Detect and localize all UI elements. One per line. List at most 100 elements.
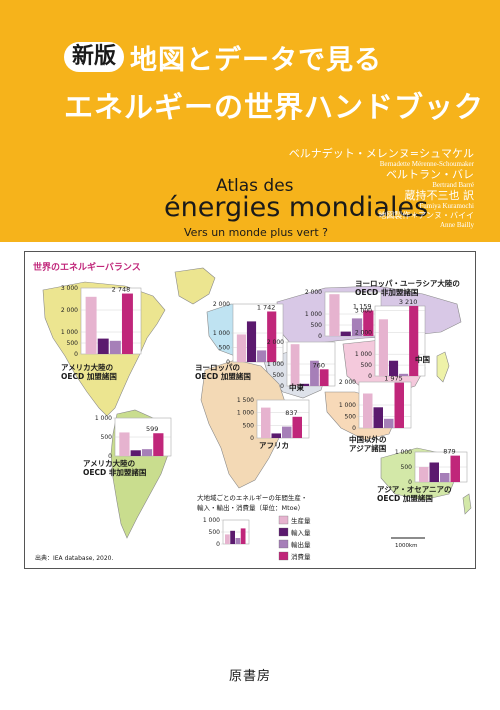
region-name-3: OECD 加盟諸国 (195, 371, 251, 381)
region-chart-6-tick-label: 1 000 (237, 410, 254, 417)
region-chart-7-tick-label: 3 000 (355, 308, 372, 315)
region-chart-9-tick-label: 0 (408, 479, 412, 486)
region-chart-1-tick-label: 0 (74, 351, 78, 358)
region-chart-4-data-label: 1 159 (353, 303, 372, 311)
author-2-romanized: Bertrand Barré (432, 181, 474, 189)
legend-example-chart-tick-label: 500 (209, 529, 221, 536)
map-title: 世界のエネルギーバランス (33, 261, 141, 273)
legend-caption-line1: 大地域ごとのエネルギーの年間生産・ (197, 493, 307, 502)
region-chart-2-tick-label: 500 (101, 434, 113, 441)
region-name-2: OECD 非加盟諸国 (83, 467, 147, 477)
legend-swatch-3 (278, 539, 289, 549)
legend-example-chart-bar-2 (230, 530, 235, 544)
region-chart-3-tick-label: 500 (219, 345, 231, 352)
legend-example-chart-bar-1 (225, 534, 230, 544)
legend-example-chart-tick-label: 0 (216, 541, 220, 548)
region-chart-8-bar-3 (384, 418, 394, 428)
region-chart-7-tick-label: 500 (361, 362, 373, 369)
region-chart-1-bar-4 (121, 293, 133, 354)
region-chart-8-data-label: 1 975 (384, 375, 403, 383)
map-source: 出典：IEA database, 2020. (35, 554, 113, 562)
region-chart-9-bar-1 (419, 467, 429, 482)
region-chart-9-bar-4 (450, 455, 460, 482)
region-chart-4-bar-3 (351, 318, 363, 336)
region-chart-1-data-label: 2 748 (112, 286, 131, 294)
legend-example-chart-bar-4 (240, 528, 246, 544)
greenland-shape (174, 267, 216, 305)
region-chart-4-bar-1 (329, 294, 340, 336)
region-chart-3-tick-label: 2 000 (213, 301, 230, 308)
legend-example-chart-tick-label: 1 000 (203, 517, 220, 524)
legend-caption-line2: 輸入・輸出・消費量（単位：Mtoe） (197, 503, 304, 512)
french-title-line2: énergies mondiales (164, 192, 429, 223)
region-chart-3-data-label: 1 742 (257, 303, 276, 311)
region-chart-5: 2 000 1 000 500 0 760 (267, 339, 336, 390)
region-chart-2: 1 000 500 0 599 (95, 415, 172, 460)
region-chart-6-data-label: 837 (285, 409, 297, 417)
region-chart-8-tick-label: 2 000 (339, 379, 356, 386)
world-energy-map: 3 000 2 000 1 000 500 0 2 748 1 000 500 0 599 2 00… (24, 251, 476, 569)
legend-label-3: 輸出量 (291, 540, 311, 549)
region-name-1: OECD 加盟諸国 (61, 371, 117, 381)
legend-example-chart-bar-3 (235, 538, 241, 544)
region-name-8: アジア諸国 (349, 443, 387, 453)
region-chart-4-bar-2 (340, 331, 351, 336)
region-chart-8: 2 000 1 000 500 0 1 975 (339, 375, 412, 432)
region-chart-4-tick-label: 0 (318, 333, 322, 340)
legend-label-4: 消費量 (291, 552, 311, 561)
region-name-4: OECD 非加盟諸国 (355, 287, 419, 297)
region-chart-4: 2 000 1 000 500 0 1 159 (305, 289, 382, 340)
region-chart-4-tick-label: 1 000 (305, 311, 322, 318)
region-name-9: OECD 加盟諸国 (377, 493, 433, 503)
region-name-9: アジア・オセアニアの (377, 485, 452, 494)
region-chart-3-bar-1 (236, 334, 246, 362)
legend-swatch-1 (278, 515, 289, 525)
region-chart-7-data-label: 3 210 (399, 298, 418, 306)
region-chart-7-tick-label: 1 000 (355, 351, 372, 358)
region-chart-3-bar-4 (267, 311, 277, 362)
region-chart-2-bar-2 (130, 450, 141, 456)
author-1-name: ベルナデット・メレンヌ=シュマケル (288, 147, 474, 160)
region-chart-6-bar-4 (292, 416, 302, 438)
region-chart-3-bar-2 (246, 321, 257, 362)
region-chart-4-tick-label: 2 000 (305, 289, 322, 296)
region-chart-5-bar-1 (290, 344, 300, 386)
region-chart-1-tick-label: 1 000 (61, 329, 78, 336)
region-name-1: アメリカ大陸の (61, 362, 113, 372)
author-2-name: ベルトラン・バレ (386, 168, 474, 181)
region-chart-3: 2 000 1 000 500 0 1 742 (213, 301, 284, 366)
region-chart-9: 1 000 500 0 879 (395, 448, 468, 486)
main-title-line1: 新版 地図とデータで見る (64, 39, 383, 76)
map-svg: 3 000 2 000 1 000 500 0 2 748 1 000 500 0 599 2 00… (25, 252, 475, 568)
translator-romanized: Fumiya Kuramochi (419, 202, 474, 210)
region-chart-7-bar-4 (409, 306, 419, 376)
japan-shape (436, 351, 450, 383)
region-chart-7: 3 000 2 000 1 000 500 0 3 210 (355, 298, 426, 380)
region-chart-5-bar-3 (310, 360, 319, 386)
region-chart-8-bar-4 (394, 382, 404, 428)
region-name-4: ヨーロッパ・ユーラシア大陸の (355, 278, 460, 288)
region-chart-6-tick-label: 500 (243, 422, 255, 429)
region-chart-7-bar-1 (378, 319, 388, 376)
author-1-romanized: Bernadette Mérenne-Schoumaker (379, 160, 474, 168)
main-title-text1: 地図とデータで見る (130, 44, 383, 76)
region-chart-8-tick-label: 1 000 (339, 402, 356, 409)
region-chart-5-data-label: 760 (313, 361, 325, 369)
region-chart-8-tick-label: 0 (352, 425, 356, 432)
author-credits: ベルナデット・メレンヌ=シュマケル Bernadette Mérenne-Sch… (289, 148, 474, 230)
region-chart-6-tick-label: 1 500 (237, 397, 254, 404)
region-chart-6: 1 500 1 000 500 0 837 (237, 397, 310, 442)
cartographer-name: 地図製作＊アンヌ・バイイ (378, 211, 474, 220)
legend-swatch-4 (278, 551, 289, 561)
translator-name: 蔵持不三也 訳 (404, 189, 475, 202)
region-chart-9-bar-3 (440, 473, 450, 482)
region-chart-5-tick-label: 0 (280, 383, 284, 390)
region-chart-2-bar-3 (141, 449, 153, 456)
region-name-7: 中国 (415, 354, 430, 364)
region-chart-8-bar-2 (373, 407, 383, 428)
region-chart-1: 3 000 2 000 1 000 500 0 2 748 (61, 285, 142, 358)
region-chart-1-tick-label: 500 (67, 340, 79, 347)
region-name-3: ヨーロッパの (195, 362, 240, 372)
publisher-name: 原書房 (228, 669, 271, 684)
